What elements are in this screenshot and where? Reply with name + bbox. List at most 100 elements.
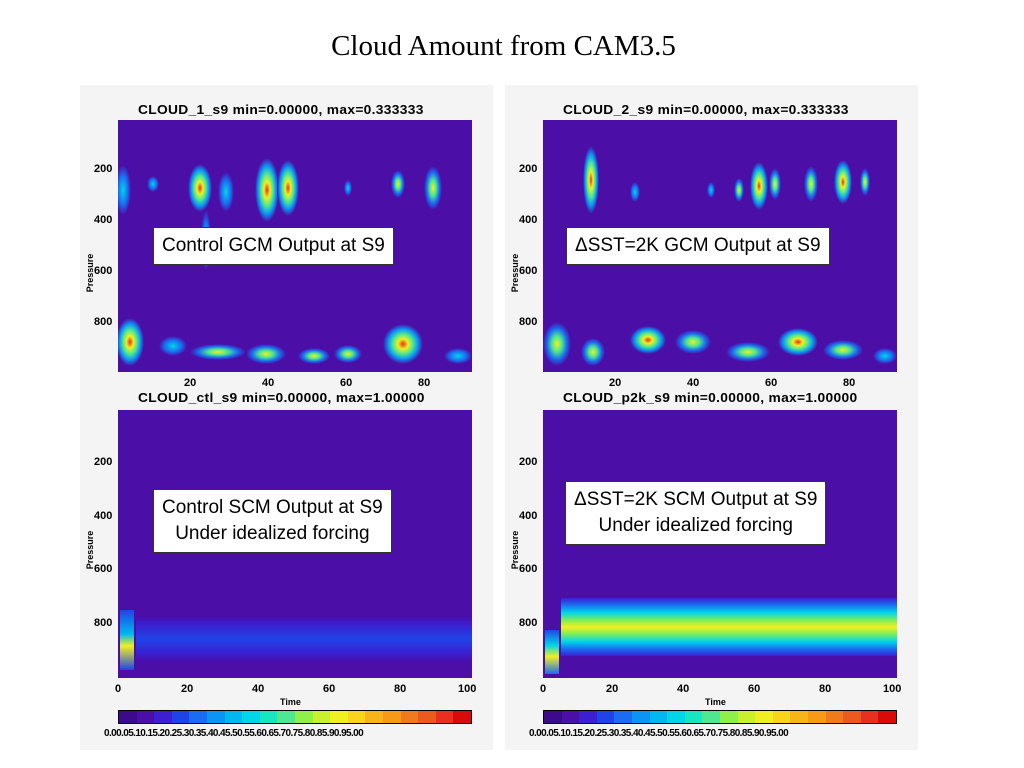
colorbar-swatch [649,711,668,723]
x-tick-label: 60 [748,683,761,695]
x-tick-label: 20 [606,683,619,695]
heatmap-upper-cells [583,146,870,214]
colorbar-swatch [453,711,471,723]
colorbar-swatch [544,711,562,723]
x-tick-label: 60 [323,683,336,695]
colorbar-swatch [737,711,756,723]
x-tick-label: 40 [687,377,700,389]
plot-title-cloud-ctl: CLOUD_ctl_s9 min=0.00000, max=1.00000 [138,390,425,405]
annotation-line-2: Under idealized forcing [598,515,793,536]
cloud-band [561,598,897,656]
colorbar-labels: 0.00.05.10.15.20.25.30.35.40.45.50.55.60… [104,728,364,739]
colorbar-swatch [579,711,597,723]
x-tick-label: 80 [418,377,431,389]
x-tick-label: 40 [677,683,690,695]
colorbar-swatch [614,711,632,723]
figure-panel-control: CLOUD_1_s9 min=0.00000, max=0.333333 Pre… [80,85,493,750]
y-tick-label: 600 [94,563,113,575]
x-tick-label: 80 [394,683,407,695]
x-axis-title: Time [280,697,301,707]
colorbar-swatch [719,711,738,723]
annotation-line-2: Under idealized forcing [175,523,370,544]
x-tick-label: 20 [609,377,622,389]
colorbar-labels: 0.00.05.10.15.20.25.30.35.40.45.50.55.60… [529,728,789,739]
colorbar-swatch [435,711,454,723]
colorbar-swatch [154,711,172,723]
colorbar-swatch [294,711,313,723]
colorbar-swatch [400,711,419,723]
colorbar [118,710,472,724]
colorbar-swatch [684,711,703,723]
x-tick-label: 40 [252,683,265,695]
colorbar-swatch [330,711,348,723]
y-tick-label: 600 [94,265,113,277]
x-tick-label: 80 [819,683,832,695]
colorbar-swatch [136,711,155,723]
x-tick-label: 100 [458,683,477,695]
colorbar-swatch [312,711,331,723]
annotation-line-1: ΔSST=2K SCM Output at S9 [574,489,818,510]
annotation-box: Control GCM Output at S9 [153,227,394,265]
x-tick-label: 0 [115,683,122,695]
colorbar [543,710,897,724]
colorbar-swatch [171,711,190,723]
y-tick-label: 800 [519,617,538,629]
plot-title-cloud-p2k: CLOUD_p2k_s9 min=0.00000, max=1.00000 [563,390,858,405]
x-tick-label: 100 [883,683,902,695]
heatmap-lower-cells [118,318,472,366]
colorbar-swatch [807,711,826,723]
y-tick-label: 200 [94,456,113,468]
y-tick-label: 800 [94,617,113,629]
colorbar-swatch [119,711,137,723]
initial-spike [545,630,559,674]
slide-title: Cloud Amount from CAM3.5 [331,30,676,62]
x-axis-title: Time [705,697,726,707]
y-tick-label: 800 [519,316,538,328]
y-tick-label: 800 [94,316,113,328]
colorbar-swatch [347,711,366,723]
y-tick-label: 200 [94,163,113,175]
colorbar-swatch [772,711,791,723]
x-tick-label: 60 [340,377,353,389]
cloud-band [136,615,472,663]
colorbar-swatch [418,711,436,723]
colorbar-swatch [790,711,808,723]
figure-panel-p2k: CLOUD_2_s9 min=0.00000, max=0.333333 Pre… [505,85,918,750]
colorbar-swatch [631,711,650,723]
colorbar-swatch [206,711,225,723]
annotation-box: ΔSST=2K SCM Output at S9 Under idealized… [565,481,827,545]
x-tick-label: 20 [181,683,194,695]
y-tick-label: 400 [519,510,538,522]
colorbar-swatch [596,711,615,723]
initial-spike [120,610,134,670]
colorbar-swatch [382,711,401,723]
y-tick-label: 200 [519,456,538,468]
heatmap-upper-cells [118,158,442,270]
y-tick-label: 400 [94,510,113,522]
y-tick-label: 600 [519,563,538,575]
x-tick-label: 60 [765,377,778,389]
heatmap-lower-cells [543,322,897,366]
x-tick-label: 20 [184,377,197,389]
y-tick-label: 400 [94,214,113,226]
colorbar-swatch [667,711,685,723]
colorbar-swatch [825,711,844,723]
y-tick-label: 200 [519,163,538,175]
plot-title-cloud-2: CLOUD_2_s9 min=0.00000, max=0.333333 [563,102,849,117]
colorbar-swatch [878,711,896,723]
colorbar-swatch [242,711,260,723]
x-tick-label: 40 [262,377,275,389]
y-tick-label: 600 [519,265,538,277]
y-tick-label: 400 [519,214,538,226]
colorbar-swatch [860,711,879,723]
colorbar-swatch [755,711,773,723]
colorbar-swatch [702,711,720,723]
x-tick-label: 0 [540,683,547,695]
annotation-box: Control SCM Output at S9 Under idealized… [153,489,392,553]
colorbar-swatch [277,711,295,723]
colorbar-swatch [259,711,278,723]
colorbar-swatch [365,711,383,723]
annotation-box: ΔSST=2K GCM Output at S9 [566,227,830,265]
plot-title-cloud-1: CLOUD_1_s9 min=0.00000, max=0.333333 [138,102,424,117]
x-tick-label: 80 [843,377,856,389]
